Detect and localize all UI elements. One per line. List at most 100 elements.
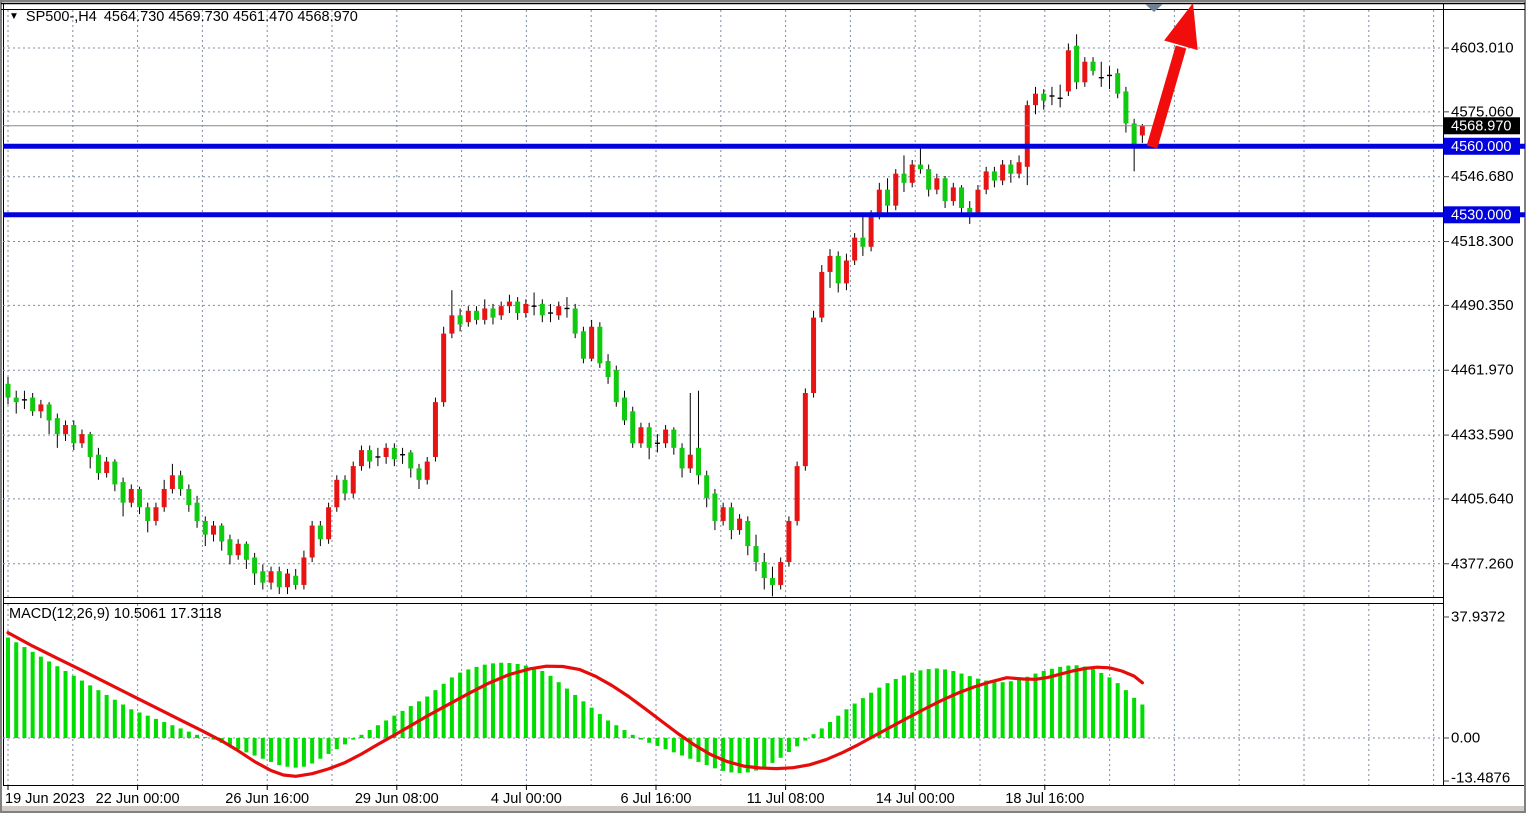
doji-candle [548,312,554,314]
candle-body [95,454,101,473]
candle-body [827,255,833,272]
doji-candle [400,453,406,456]
price-axis-label: 4433.590 [1451,427,1514,444]
macd-bar [869,692,874,738]
macd-bar [860,698,865,738]
candle-body [367,450,373,462]
macd-bar [47,661,52,738]
macd-bar [795,738,800,747]
macd-bar [688,738,693,759]
candle-body [128,488,134,503]
candle-body [712,493,718,521]
candle-body [235,543,241,556]
macd-bar [828,722,832,738]
candle-body [909,164,915,183]
candle-body [671,429,677,448]
macd-bar [721,738,726,771]
candle-body [917,164,923,170]
candle-body [737,518,743,531]
candle-body [506,301,512,307]
candle-body [169,475,175,489]
candle-body [967,207,973,213]
candle-body [482,308,488,320]
macd-bar [392,715,397,738]
macd-bar [88,685,93,738]
candle-body [860,237,866,247]
macd-bar [301,738,306,767]
candle-body [38,404,44,412]
doji-candle [531,305,537,307]
macd-bar [30,651,35,738]
macd-bar [737,738,742,774]
candle-body [1082,61,1088,83]
macd-bar [1132,697,1137,738]
macd-bar [441,683,446,738]
candle-body [901,173,907,183]
macd-bar [195,734,200,738]
candle-body [1041,93,1047,101]
price-axis-label: 4377.260 [1451,555,1514,572]
macd-bar [153,718,158,738]
macd-bar [63,671,68,738]
macd-bar [79,680,84,738]
candle-body [71,424,77,444]
macd-bar [606,720,611,738]
candle-body [926,169,932,190]
time-axis[interactable]: 19 Jun 2023 22 Jun 00:00 26 Jun 16:00 29 Ju… [5,785,1084,807]
macd-bar [359,734,364,738]
macd-bar [762,738,767,768]
candle-body [589,326,595,359]
candle-body [942,178,948,202]
macd-bar [877,687,882,738]
candle-body [1033,93,1038,106]
macd-bar [170,725,175,738]
macd-bar [285,738,290,767]
macd-bar [375,725,380,738]
macd-bar [532,667,537,738]
macd-bar [1025,676,1030,738]
candle-body [211,525,216,535]
candle-body [934,178,940,190]
macd-bar [178,728,183,738]
candle-body [194,502,200,521]
candle-body [959,187,965,208]
support-resistance-lines[interactable] [3,143,1525,218]
trend-arrow-annotation[interactable] [1146,3,1198,149]
candle-body [523,303,529,314]
candle-body [663,429,669,444]
macd-bar [1123,690,1128,738]
chart-menu-icon[interactable]: ▼ [9,11,19,22]
macd-bar [1033,673,1038,738]
candle-body [556,306,562,316]
candle-body [391,447,397,460]
macd-signal-line [6,631,1145,778]
macd-bar [1082,666,1087,738]
candle-body [137,488,143,508]
candle-body [794,466,800,521]
macd-bar [1140,704,1145,738]
candle-body [761,562,767,579]
macd-bar [38,656,43,738]
candle-body [539,303,545,316]
candle-body [498,306,504,316]
candle-body [811,317,817,394]
chart-shift-marker-icon[interactable] [1145,4,1163,12]
price-axis: 4603.010 4575.060 4546.680 4518.300 4490.350… [1443,40,1520,572]
candle-body [408,452,414,469]
macd-bar [1066,665,1071,738]
macd-indicator-label: MACD(12,26,9) 10.5061 17.3118 [9,606,222,622]
macd-bar [507,663,512,738]
macd-bar [975,678,980,738]
macd-bar [680,738,685,756]
candle-body [1000,164,1006,181]
macd-bar [490,663,495,738]
macd-bar [104,694,109,738]
time-axis-label: 26 Jun 16:00 [225,791,309,807]
candle-body [219,525,225,542]
candle-body [13,397,19,403]
macd-bar [770,738,775,763]
candle-body [252,557,258,574]
candle-body [1139,125,1145,136]
macd-bar [647,738,652,743]
